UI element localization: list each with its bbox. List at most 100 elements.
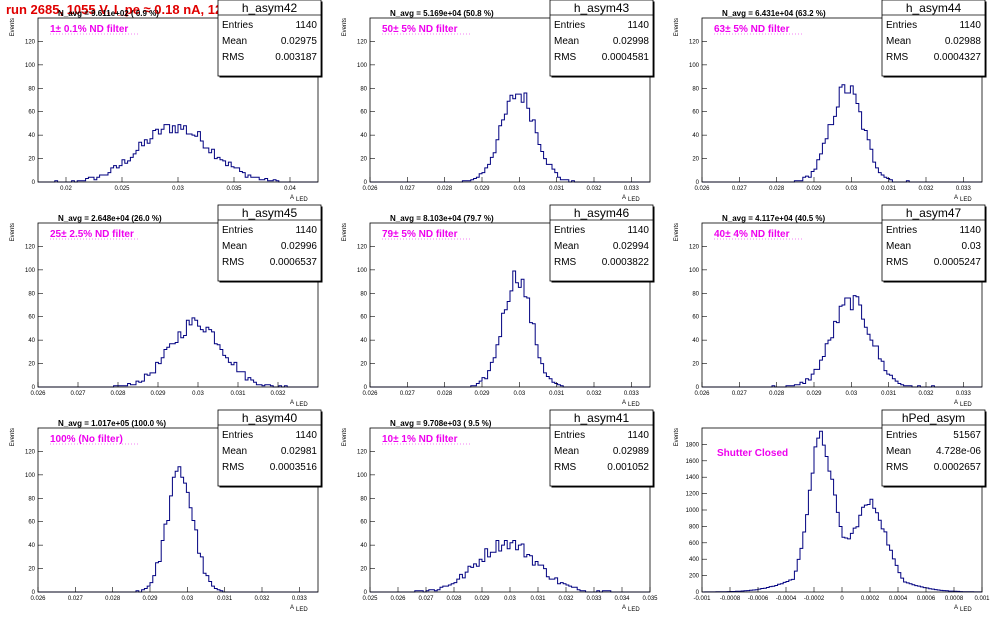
histogram-panel-h_asym46: 0.026 0.027 0.028 0.029 0.03 0.031 0.032 0.033 0… bbox=[342, 204, 655, 408]
y-tick-label: 0 bbox=[696, 590, 700, 596]
y-tick-label: 20 bbox=[28, 157, 35, 163]
x-tick-label: -0.0004 bbox=[776, 596, 797, 602]
y-tick-label: 40 bbox=[28, 543, 35, 549]
stats-title: hPed_asym bbox=[902, 411, 965, 425]
y-tick-label: 60 bbox=[360, 520, 367, 526]
histogram-panel-h_asym45: 0.026 0.027 0.028 0.029 0.03 0.031 0.032 0 20 40 6… bbox=[10, 204, 323, 408]
x-tick-label: 0.028 bbox=[437, 391, 453, 397]
histogram-panel-hPed_asym: -0.001 -0.0008 -0.0006 -0.0004 -0.0002 0 0.000… bbox=[674, 409, 990, 613]
y-tick-label: 60 bbox=[28, 315, 35, 321]
stats-value: 1140 bbox=[295, 430, 317, 441]
x-tick-label: 0.035 bbox=[226, 186, 242, 192]
filter-annotation: 40± 4% ND filter bbox=[714, 229, 790, 240]
x-axis-label-sub: LED bbox=[628, 197, 640, 203]
x-tick-label: 0.027 bbox=[400, 391, 416, 397]
x-tick-label: 0.033 bbox=[624, 186, 640, 192]
x-tick-label: 0.027 bbox=[418, 596, 434, 602]
y-tick-label: 60 bbox=[692, 110, 699, 116]
histogram-panel-h_asym47: 0.026 0.027 0.028 0.029 0.03 0.031 0.032 0.033 0… bbox=[674, 204, 987, 408]
y-tick-label: 80 bbox=[360, 291, 367, 297]
y-tick-label: 1600 bbox=[686, 459, 700, 465]
x-tick-label: 0.033 bbox=[624, 391, 640, 397]
y-tick-label: 600 bbox=[689, 541, 700, 547]
stats-key: Mean bbox=[886, 36, 911, 47]
stats-title: h_asym47 bbox=[906, 206, 962, 220]
stats-box bbox=[549, 204, 654, 282]
stats-value: 1140 bbox=[627, 430, 649, 441]
x-tick-label: 0.025 bbox=[362, 596, 378, 602]
y-axis-label: Events bbox=[342, 428, 348, 446]
stats-value: 1140 bbox=[295, 225, 317, 236]
y-tick-label: 20 bbox=[28, 362, 35, 368]
y-tick-label: 0 bbox=[364, 590, 368, 596]
stats-value: 0.02989 bbox=[613, 446, 650, 457]
y-axis-label: Events bbox=[674, 428, 680, 446]
y-tick-label: 100 bbox=[357, 268, 368, 274]
stats-value: 0.0003822 bbox=[602, 257, 650, 268]
stats-title: h_asym45 bbox=[242, 206, 298, 220]
x-tick-label: 0.0004 bbox=[889, 596, 908, 602]
stats-value: 0.02981 bbox=[281, 446, 318, 457]
navg-label: N_avg = 2.648e+04 (26.0 %) bbox=[58, 214, 162, 223]
stats-key: Entries bbox=[886, 20, 917, 31]
stats-box bbox=[549, 409, 654, 487]
x-tick-label: 0 bbox=[840, 596, 844, 602]
x-axis-label-sub: LED bbox=[960, 197, 972, 203]
x-tick-label: 0.03 bbox=[504, 596, 516, 602]
stats-value: 0.0004327 bbox=[934, 52, 982, 63]
x-tick-label: 0.02 bbox=[60, 186, 72, 192]
y-tick-label: 0 bbox=[32, 180, 36, 186]
x-tick-label: 0.0006 bbox=[917, 596, 936, 602]
stats-key: RMS bbox=[222, 462, 245, 473]
stats-key: RMS bbox=[886, 52, 909, 63]
x-tick-label: 0.026 bbox=[694, 391, 710, 397]
stats-value: 1140 bbox=[627, 225, 649, 236]
plot-frame bbox=[701, 222, 983, 388]
y-tick-label: 60 bbox=[692, 315, 699, 321]
stats-key: Mean bbox=[554, 446, 579, 457]
y-tick-label: 20 bbox=[692, 362, 699, 368]
x-tick-label: 0.028 bbox=[437, 186, 453, 192]
plot-frame bbox=[37, 427, 319, 593]
y-tick-label: 40 bbox=[28, 133, 35, 139]
stats-title: h_asym43 bbox=[574, 1, 630, 15]
x-tick-label: -0.0006 bbox=[748, 596, 769, 602]
histogram-line bbox=[702, 84, 982, 183]
filter-annotation: 10± 1% ND filter bbox=[382, 434, 458, 445]
stats-value: 0.0006537 bbox=[270, 257, 318, 268]
x-tick-label: 0.025 bbox=[114, 186, 130, 192]
histogram-line bbox=[370, 92, 650, 183]
y-tick-label: 0 bbox=[364, 385, 368, 391]
y-tick-label: 100 bbox=[689, 63, 700, 69]
x-tick-label: 0.027 bbox=[70, 391, 86, 397]
plot-frame bbox=[37, 222, 319, 388]
x-tick-label: 0.031 bbox=[230, 391, 246, 397]
y-tick-label: 0 bbox=[364, 180, 368, 186]
x-tick-label: 0.031 bbox=[530, 596, 546, 602]
y-tick-label: 120 bbox=[689, 244, 700, 250]
filter-annotation: 1± 0.1% ND filter bbox=[50, 24, 128, 35]
histogram-panel-h_asym44: 0.026 0.027 0.028 0.029 0.03 0.031 0.032 0.033 0… bbox=[674, 0, 987, 203]
y-axis-label: Events bbox=[10, 18, 16, 36]
x-tick-label: 0.034 bbox=[614, 596, 630, 602]
x-tick-label: 0.03 bbox=[845, 391, 857, 397]
stats-value: 51567 bbox=[953, 430, 981, 441]
y-tick-label: 100 bbox=[25, 473, 36, 479]
x-tick-label: 0.026 bbox=[390, 596, 406, 602]
navg-label: N_avg = 1.017e+05 (100.0 %) bbox=[58, 419, 166, 428]
y-tick-label: 1200 bbox=[686, 492, 700, 498]
y-tick-label: 80 bbox=[360, 496, 367, 502]
y-tick-label: 20 bbox=[692, 157, 699, 163]
stats-key: Mean bbox=[886, 446, 911, 457]
x-tick-label: 0.001 bbox=[974, 596, 990, 602]
y-tick-label: 1800 bbox=[686, 442, 700, 448]
x-tick-label: -0.001 bbox=[693, 596, 711, 602]
y-tick-label: 60 bbox=[28, 520, 35, 526]
stats-value: 1140 bbox=[959, 20, 981, 31]
x-axis-label-sub: LED bbox=[296, 402, 308, 408]
y-tick-label: 0 bbox=[696, 180, 700, 186]
y-axis-label: Events bbox=[674, 18, 680, 36]
x-tick-label: 0.032 bbox=[586, 186, 602, 192]
stats-value: 1140 bbox=[295, 20, 317, 31]
